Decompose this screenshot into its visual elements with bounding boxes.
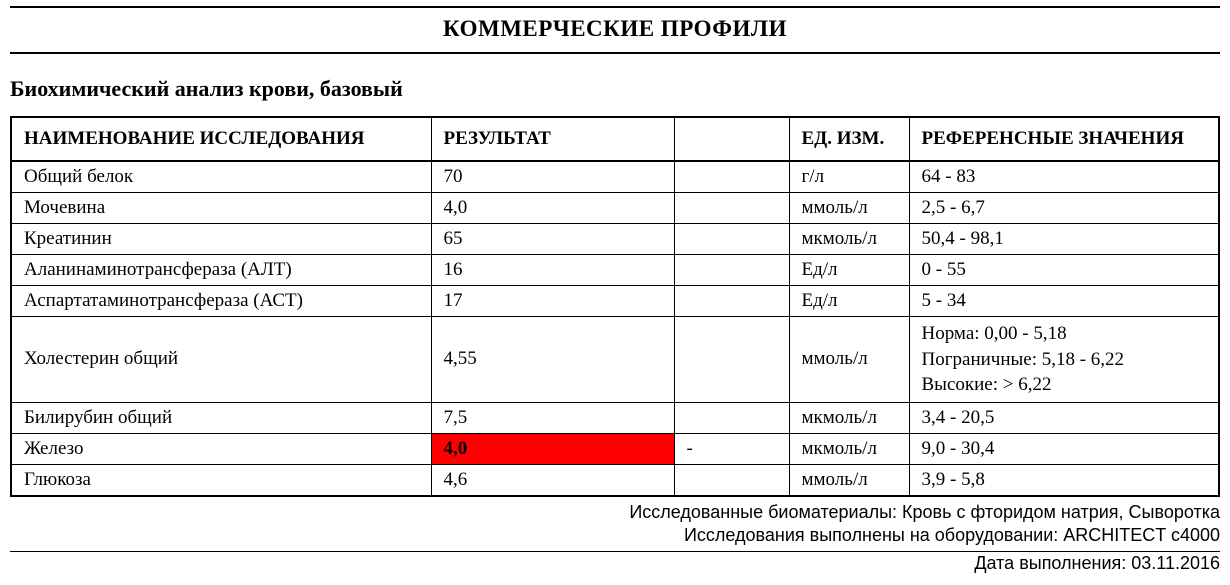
table-row: Креатинин65 мкмоль/л50,4 - 98,1 <box>11 224 1219 255</box>
cell-reference: 64 - 83 <box>909 161 1219 193</box>
cell-unit: ммоль/л <box>789 317 909 403</box>
cell-flag <box>674 255 789 286</box>
cell-result: 16 <box>431 255 674 286</box>
cell-reference: 3,9 - 5,8 <box>909 464 1219 496</box>
cell-flag <box>674 317 789 403</box>
col-header-blank <box>674 117 789 161</box>
cell-result: 17 <box>431 286 674 317</box>
table-row: Холестерин общий4,55 ммоль/лНорма: 0,00 -… <box>11 317 1219 403</box>
cell-reference: 3,4 - 20,5 <box>909 402 1219 433</box>
cell-name: Креатинин <box>11 224 431 255</box>
table-row: Железо4,0-мкмоль/л9,0 - 30,4 <box>11 433 1219 464</box>
results-table: НАИМЕНОВАНИЕ ИССЛЕДОВАНИЯ РЕЗУЛЬТАТ ЕД. … <box>10 116 1220 497</box>
cell-unit: мкмоль/л <box>789 433 909 464</box>
table-row: Аспартатаминотрансфераза (АСТ)17 Ед/л5 - … <box>11 286 1219 317</box>
cell-name: Железо <box>11 433 431 464</box>
cell-flag <box>674 193 789 224</box>
cell-result: 65 <box>431 224 674 255</box>
cell-unit: г/л <box>789 161 909 193</box>
cell-name: Аспартатаминотрансфераза (АСТ) <box>11 286 431 317</box>
cell-reference: 2,5 - 6,7 <box>909 193 1219 224</box>
cell-result: 70 <box>431 161 674 193</box>
cell-result: 4,0 <box>431 193 674 224</box>
col-header-name: НАИМЕНОВАНИЕ ИССЛЕДОВАНИЯ <box>11 117 431 161</box>
cell-result: 7,5 <box>431 402 674 433</box>
cell-reference: 0 - 55 <box>909 255 1219 286</box>
page-title: КОММЕРЧЕСКИЕ ПРОФИЛИ <box>10 6 1220 54</box>
cell-unit: ммоль/л <box>789 193 909 224</box>
footer-equipment: Исследования выполнены на оборудовании: … <box>10 524 1220 547</box>
col-header-ref: РЕФЕРЕНСНЫЕ ЗНАЧЕНИЯ <box>909 117 1219 161</box>
cell-reference: Норма: 0,00 - 5,18 Пограничные: 5,18 - 6… <box>909 317 1219 403</box>
footer-date: Дата выполнения: 03.11.2016 <box>10 551 1220 575</box>
cell-flag <box>674 402 789 433</box>
cell-flag <box>674 161 789 193</box>
footer: Исследованные биоматериалы: Кровь с фтор… <box>10 501 1220 575</box>
table-row: Общий белок70 г/л64 - 83 <box>11 161 1219 193</box>
table-row: Мочевина4,0 ммоль/л2,5 - 6,7 <box>11 193 1219 224</box>
cell-flag <box>674 464 789 496</box>
table-row: Глюкоза4,6 ммоль/л3,9 - 5,8 <box>11 464 1219 496</box>
cell-name: Мочевина <box>11 193 431 224</box>
table-header-row: НАИМЕНОВАНИЕ ИССЛЕДОВАНИЯ РЕЗУЛЬТАТ ЕД. … <box>11 117 1219 161</box>
table-row: Билирубин общий7,5 мкмоль/л3,4 - 20,5 <box>11 402 1219 433</box>
cell-unit: ммоль/л <box>789 464 909 496</box>
cell-name: Глюкоза <box>11 464 431 496</box>
cell-flag <box>674 286 789 317</box>
cell-unit: мкмоль/л <box>789 402 909 433</box>
cell-name: Холестерин общий <box>11 317 431 403</box>
cell-reference: 5 - 34 <box>909 286 1219 317</box>
cell-reference: 9,0 - 30,4 <box>909 433 1219 464</box>
cell-flag <box>674 224 789 255</box>
cell-unit: Ед/л <box>789 286 909 317</box>
col-header-unit: ЕД. ИЗМ. <box>789 117 909 161</box>
footer-materials: Исследованные биоматериалы: Кровь с фтор… <box>10 501 1220 524</box>
cell-result: 4,0 <box>431 433 674 464</box>
col-header-result: РЕЗУЛЬТАТ <box>431 117 674 161</box>
cell-flag: - <box>674 433 789 464</box>
cell-name: Аланинаминотрансфераза (АЛТ) <box>11 255 431 286</box>
cell-name: Общий белок <box>11 161 431 193</box>
cell-unit: Ед/л <box>789 255 909 286</box>
table-row: Аланинаминотрансфераза (АЛТ)16 Ед/л0 - 55 <box>11 255 1219 286</box>
section-title: Биохимический анализ крови, базовый <box>10 76 1220 102</box>
cell-unit: мкмоль/л <box>789 224 909 255</box>
cell-result: 4,55 <box>431 317 674 403</box>
cell-reference: 50,4 - 98,1 <box>909 224 1219 255</box>
cell-name: Билирубин общий <box>11 402 431 433</box>
cell-result: 4,6 <box>431 464 674 496</box>
